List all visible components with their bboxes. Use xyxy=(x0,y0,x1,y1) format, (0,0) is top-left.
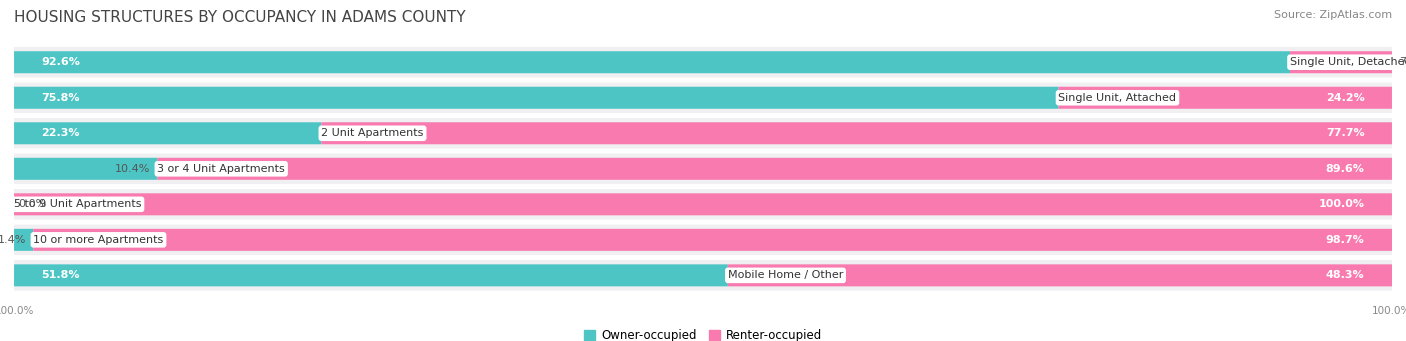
Text: 77.7%: 77.7% xyxy=(1326,128,1364,138)
FancyBboxPatch shape xyxy=(14,47,1392,77)
Text: 24.2%: 24.2% xyxy=(1326,93,1364,103)
FancyBboxPatch shape xyxy=(34,229,1393,251)
FancyBboxPatch shape xyxy=(14,225,1392,255)
Text: 98.7%: 98.7% xyxy=(1326,235,1364,245)
FancyBboxPatch shape xyxy=(14,87,1059,109)
FancyBboxPatch shape xyxy=(14,260,1392,291)
FancyBboxPatch shape xyxy=(14,118,1392,149)
FancyBboxPatch shape xyxy=(14,83,1392,113)
Text: 5 to 9 Unit Apartments: 5 to 9 Unit Apartments xyxy=(14,199,142,209)
Text: 7.4%: 7.4% xyxy=(1399,57,1406,67)
FancyBboxPatch shape xyxy=(728,264,1393,286)
Text: Single Unit, Attached: Single Unit, Attached xyxy=(1059,93,1177,103)
Text: 10 or more Apartments: 10 or more Apartments xyxy=(34,235,163,245)
Text: 1.4%: 1.4% xyxy=(0,235,27,245)
Text: HOUSING STRUCTURES BY OCCUPANCY IN ADAMS COUNTY: HOUSING STRUCTURES BY OCCUPANCY IN ADAMS… xyxy=(14,10,465,25)
Text: 2 Unit Apartments: 2 Unit Apartments xyxy=(322,128,423,138)
Text: Mobile Home / Other: Mobile Home / Other xyxy=(728,270,844,280)
FancyBboxPatch shape xyxy=(14,189,1392,220)
FancyBboxPatch shape xyxy=(14,153,1392,184)
Text: 75.8%: 75.8% xyxy=(42,93,80,103)
FancyBboxPatch shape xyxy=(1059,87,1392,109)
Text: Single Unit, Detached: Single Unit, Detached xyxy=(1289,57,1406,67)
Legend: Owner-occupied, Renter-occupied: Owner-occupied, Renter-occupied xyxy=(579,325,827,341)
Text: Source: ZipAtlas.com: Source: ZipAtlas.com xyxy=(1274,10,1392,20)
Text: 10.4%: 10.4% xyxy=(115,164,150,174)
FancyBboxPatch shape xyxy=(14,229,34,251)
FancyBboxPatch shape xyxy=(322,122,1392,144)
FancyBboxPatch shape xyxy=(14,264,728,286)
Text: 48.3%: 48.3% xyxy=(1326,270,1364,280)
Text: 0.0%: 0.0% xyxy=(18,199,46,209)
FancyBboxPatch shape xyxy=(1289,51,1392,73)
Text: 51.8%: 51.8% xyxy=(42,270,80,280)
FancyBboxPatch shape xyxy=(14,158,157,180)
Text: 100.0%: 100.0% xyxy=(1319,199,1364,209)
Text: 22.3%: 22.3% xyxy=(42,128,80,138)
Text: 3 or 4 Unit Apartments: 3 or 4 Unit Apartments xyxy=(157,164,285,174)
FancyBboxPatch shape xyxy=(14,51,1289,73)
FancyBboxPatch shape xyxy=(157,158,1392,180)
FancyBboxPatch shape xyxy=(14,193,1392,215)
Text: 89.6%: 89.6% xyxy=(1326,164,1364,174)
Text: 92.6%: 92.6% xyxy=(42,57,80,67)
FancyBboxPatch shape xyxy=(14,122,322,144)
